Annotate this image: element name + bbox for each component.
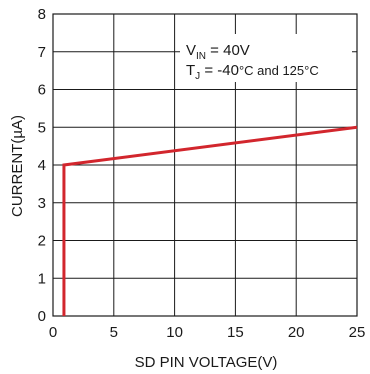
grid-lines xyxy=(52,13,358,317)
axes xyxy=(52,13,358,317)
x-tick-label-25: 25 xyxy=(349,324,366,341)
x-tick-label-0: 0 xyxy=(49,324,57,341)
series-group xyxy=(62,125,358,316)
plot-frame xyxy=(52,13,358,317)
y-axis-title: CURRENT(µA) xyxy=(9,115,26,217)
annotation-vin-sub: IN xyxy=(196,51,206,62)
annotation-vin-rest: = 40V xyxy=(206,42,250,59)
annotation-tj-rest1: = -40 xyxy=(200,62,239,79)
annotation-tj-sub: J xyxy=(195,71,200,82)
x-tick-label-10: 10 xyxy=(166,324,183,341)
annotation-vin: VIN = 40V xyxy=(186,42,250,62)
y-tick-labels: 0 1 2 3 4 5 6 7 8 xyxy=(38,6,46,325)
x-axis-title: SD PIN VOLTAGE(V) xyxy=(135,354,278,371)
y-tick-label-8: 8 xyxy=(38,6,46,23)
annotation-tj-rest2: °C and 125°C xyxy=(239,63,319,78)
x-tick-label-15: 15 xyxy=(227,324,244,341)
annotation-tj: TJ = -40°C and 125°C xyxy=(186,62,319,82)
annotation-box xyxy=(180,34,352,82)
series-line-0 xyxy=(62,125,358,316)
y-tick-label-6: 6 xyxy=(38,82,46,99)
x-tick-label-20: 20 xyxy=(288,324,305,341)
x-tick-label-5: 5 xyxy=(110,324,118,341)
y-tick-label-5: 5 xyxy=(38,119,46,136)
annotation-tj-main: T xyxy=(186,62,195,79)
y-tick-label-0: 0 xyxy=(38,308,46,325)
annotation-vin-main: V xyxy=(186,42,196,59)
x-tick-labels: 0 5 10 15 20 25 xyxy=(49,324,366,341)
y-tick-label-7: 7 xyxy=(38,44,46,61)
y-tick-label-1: 1 xyxy=(38,270,46,287)
y-tick-label-3: 3 xyxy=(38,195,46,212)
y-tick-label-4: 4 xyxy=(38,157,46,174)
y-tick-label-2: 2 xyxy=(38,233,46,250)
